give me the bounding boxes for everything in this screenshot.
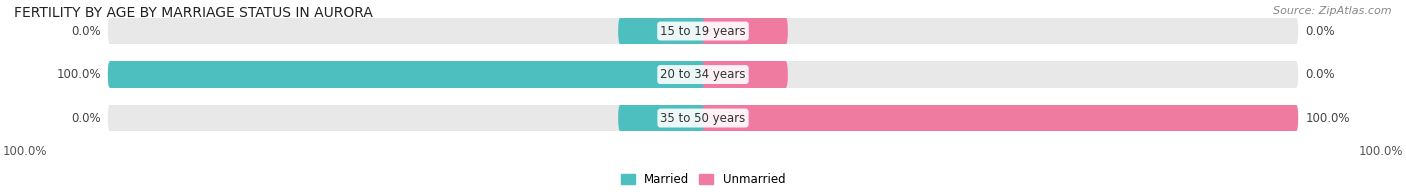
Circle shape bbox=[1295, 62, 1298, 88]
Text: 0.0%: 0.0% bbox=[1305, 24, 1334, 38]
Bar bbox=[110, 62, 703, 88]
Circle shape bbox=[108, 105, 111, 131]
Bar bbox=[703, 18, 786, 44]
Circle shape bbox=[1295, 18, 1298, 44]
Circle shape bbox=[619, 18, 621, 44]
Bar bbox=[110, 62, 1296, 88]
Legend: Married, Unmarried: Married, Unmarried bbox=[616, 168, 790, 191]
Bar bbox=[703, 105, 1296, 131]
Text: 100.0%: 100.0% bbox=[56, 68, 101, 81]
Text: 15 to 19 years: 15 to 19 years bbox=[661, 24, 745, 38]
Circle shape bbox=[785, 18, 787, 44]
Text: 100.0%: 100.0% bbox=[1358, 145, 1403, 158]
Circle shape bbox=[785, 62, 787, 88]
Circle shape bbox=[108, 62, 111, 88]
Text: 100.0%: 100.0% bbox=[3, 145, 48, 158]
Text: FERTILITY BY AGE BY MARRIAGE STATUS IN AURORA: FERTILITY BY AGE BY MARRIAGE STATUS IN A… bbox=[14, 6, 373, 20]
Text: 100.0%: 100.0% bbox=[1305, 112, 1350, 124]
Circle shape bbox=[702, 62, 704, 88]
Bar bbox=[110, 105, 1296, 131]
Bar bbox=[110, 18, 1296, 44]
Circle shape bbox=[108, 62, 111, 88]
Text: 35 to 50 years: 35 to 50 years bbox=[661, 112, 745, 124]
Text: Source: ZipAtlas.com: Source: ZipAtlas.com bbox=[1274, 6, 1392, 16]
Bar bbox=[703, 62, 786, 88]
Bar bbox=[620, 18, 703, 44]
Text: 0.0%: 0.0% bbox=[72, 112, 101, 124]
Text: 0.0%: 0.0% bbox=[72, 24, 101, 38]
Circle shape bbox=[619, 105, 621, 131]
Text: 0.0%: 0.0% bbox=[1305, 68, 1334, 81]
Text: 20 to 34 years: 20 to 34 years bbox=[661, 68, 745, 81]
Bar bbox=[620, 105, 703, 131]
Circle shape bbox=[108, 18, 111, 44]
Circle shape bbox=[1295, 105, 1298, 131]
Circle shape bbox=[1295, 105, 1298, 131]
